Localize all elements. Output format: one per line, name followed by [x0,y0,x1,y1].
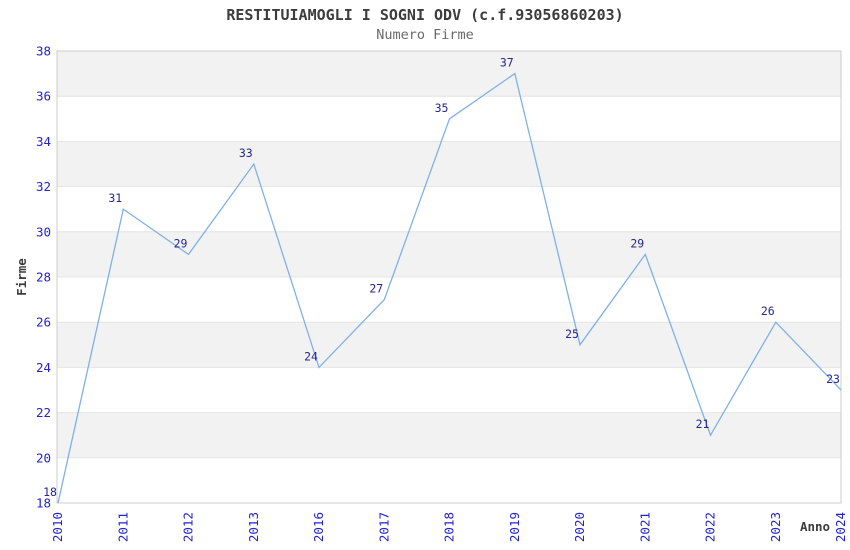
y-tick-label: 20 [36,450,51,465]
data-point-label: 26 [761,304,775,318]
data-point-label: 29 [174,236,188,250]
plot-band [57,51,841,97]
plot-band [57,367,841,413]
data-point-label: 23 [826,372,840,386]
x-tick-label: 2018 [442,512,457,542]
y-tick-label: 30 [36,224,51,239]
x-tick-label: 2023 [768,512,783,542]
y-tick-label: 28 [36,270,51,285]
data-point-label: 21 [696,417,710,431]
y-tick-label: 36 [36,89,51,104]
plot-border [56,50,842,504]
plot-band [57,322,841,368]
x-tick-label: 2021 [637,512,652,542]
x-tick-label: 2013 [246,512,261,542]
plot-band [57,141,841,187]
data-point-label: 37 [500,56,514,70]
y-tick-label: 38 [36,44,51,59]
x-tick-label: 2024 [833,512,848,542]
x-tick-label: 2010 [50,512,65,542]
y-tick-label: 22 [36,405,51,420]
x-tick-label: 2022 [703,512,718,542]
plot-band [57,412,841,458]
plot-band [57,457,841,503]
series-line [57,72,842,504]
data-point-label: 25 [565,327,579,341]
y-tick-label: 32 [36,179,51,194]
data-point-label: 27 [369,282,383,296]
y-tick-label: 34 [36,134,51,149]
y-tick-label: 24 [36,360,51,375]
plot-band [57,186,841,232]
data-point-label: 18 [43,485,57,499]
x-tick-label: 2016 [311,512,326,542]
data-point-label: 33 [239,146,253,160]
x-tick-label: 2020 [572,512,587,542]
chart-title: RESTITUIAMOGLI I SOGNI ODV (c.f.93056860… [226,6,624,24]
y-tick-label: 18 [36,496,51,511]
data-point-label: 24 [304,349,318,363]
x-tick-label: 2011 [115,512,130,542]
x-tick-label: 2012 [181,512,196,542]
x-axis-title: Anno [800,519,830,534]
y-tick-label: 26 [36,315,51,330]
y-axis-title: Firme [14,258,29,296]
x-tick-label: 2019 [507,512,522,542]
chart-subtitle: Numero Firme [376,27,474,43]
data-point-label: 31 [108,191,122,205]
plot-band [57,277,841,323]
x-tick-label: 2017 [376,512,391,542]
data-point-label: 35 [435,101,449,115]
data-point-label: 29 [630,236,644,250]
